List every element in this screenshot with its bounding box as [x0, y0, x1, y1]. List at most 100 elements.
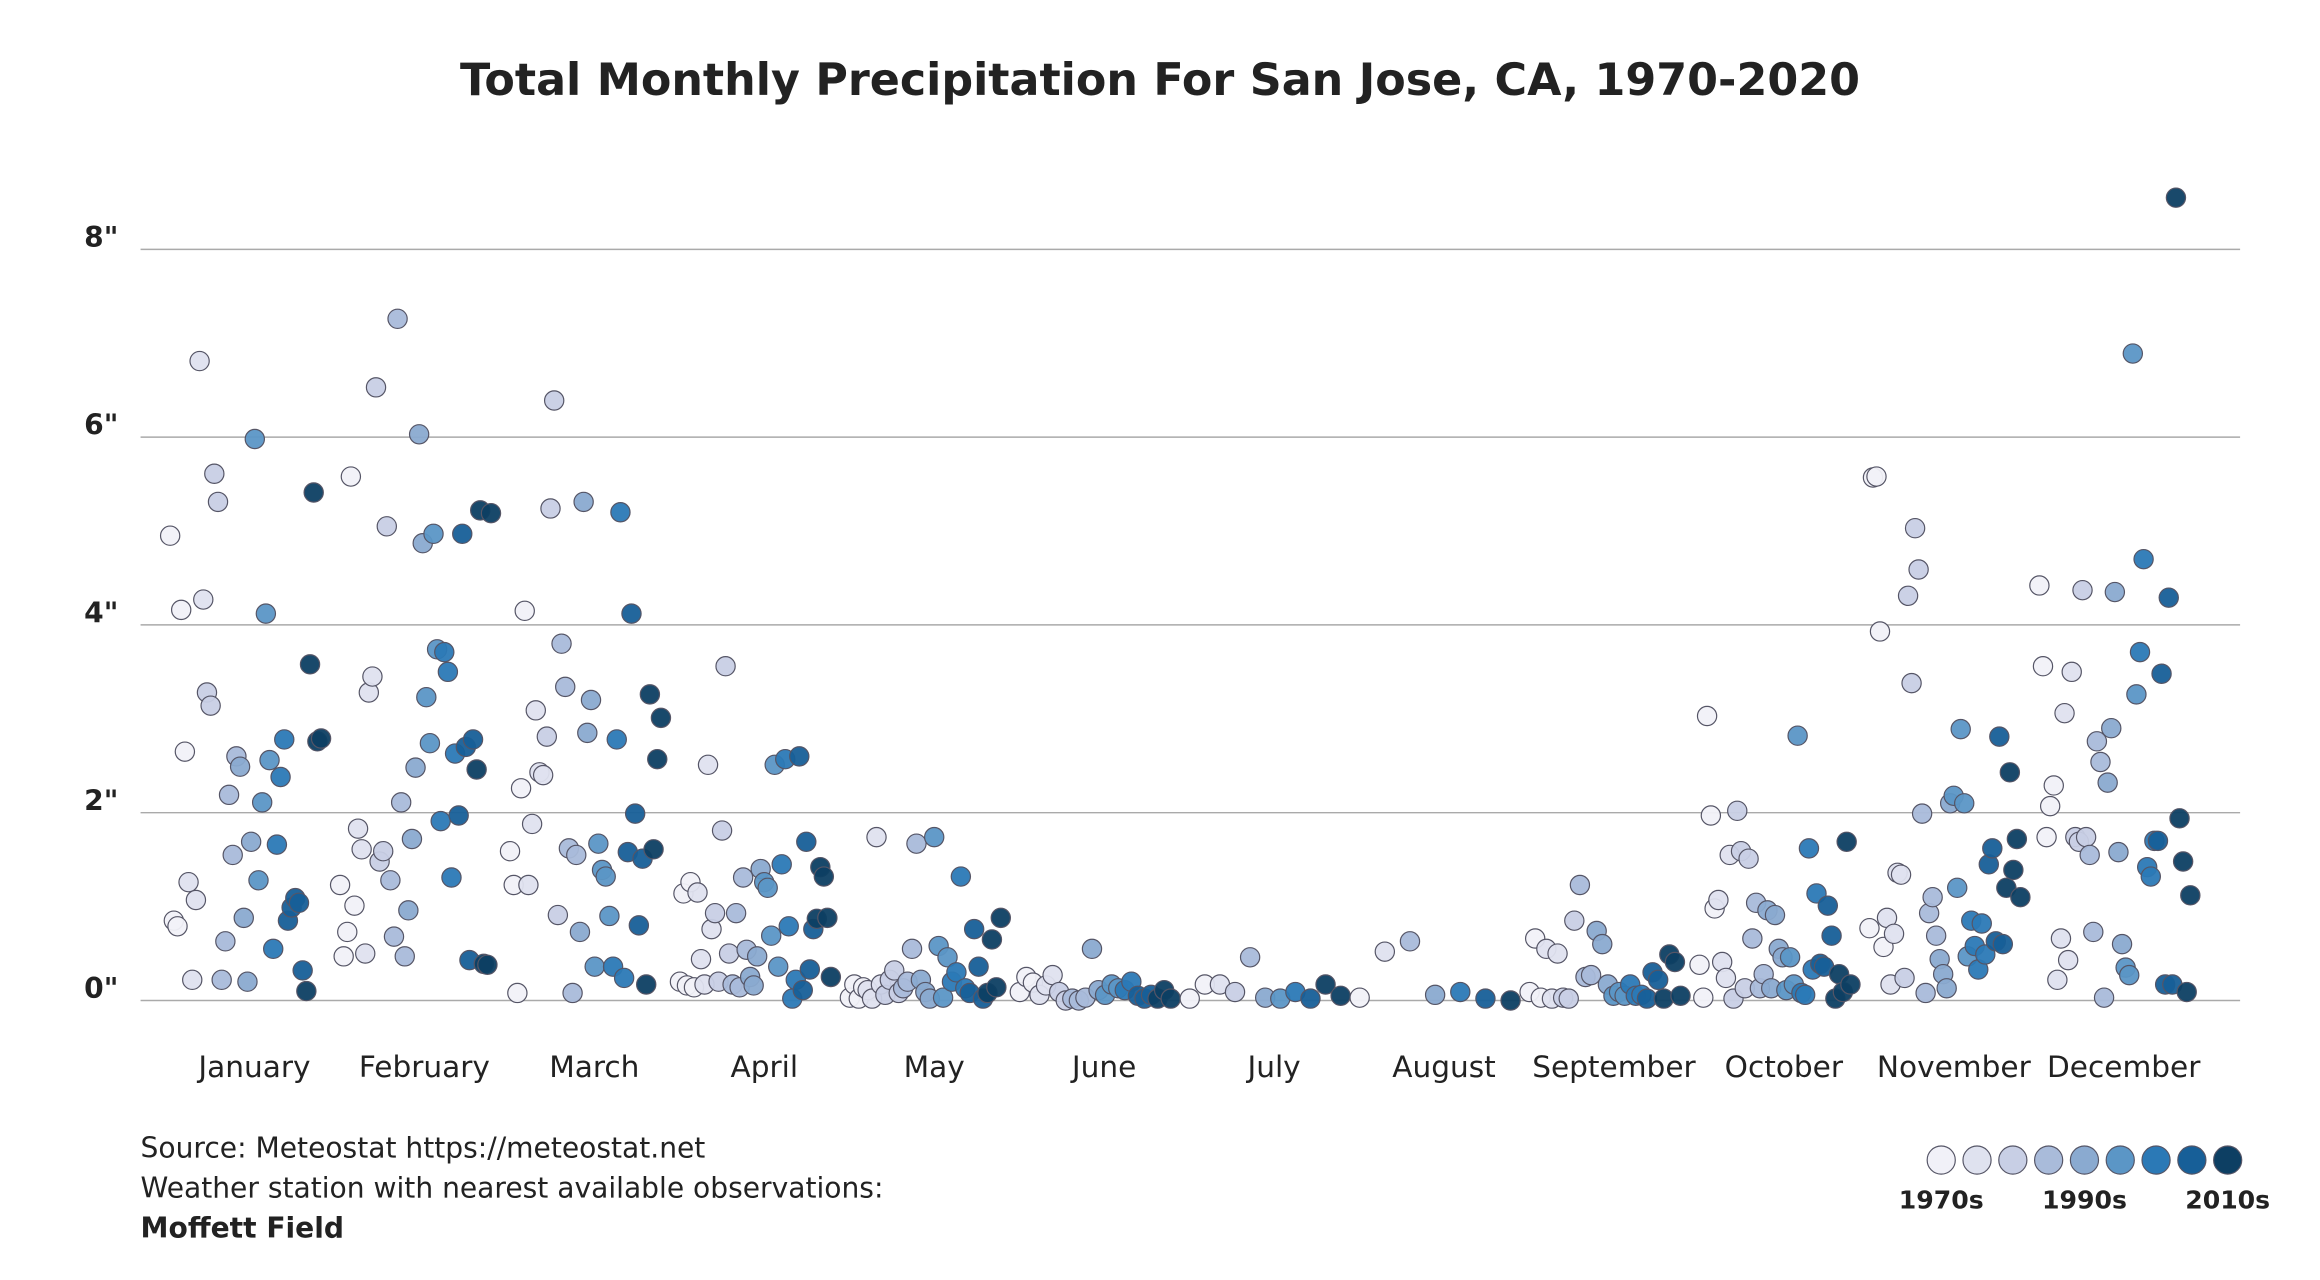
data-point [963, 918, 985, 940]
data-point [1349, 987, 1370, 1008]
data-point [207, 491, 229, 513]
data-point [1946, 877, 1968, 899]
data-point [778, 916, 799, 937]
data-point [1693, 987, 1714, 1008]
data-point [562, 982, 583, 1004]
data-point [704, 902, 726, 924]
data-point [697, 754, 719, 776]
data-point [430, 810, 451, 832]
x-tick-label: July [1245, 1050, 1300, 1084]
data-point [1817, 895, 1839, 916]
data-point [193, 589, 214, 610]
data-point [2029, 575, 2050, 596]
data-point [1989, 726, 2010, 747]
data-point [2133, 548, 2154, 570]
data-point [218, 784, 240, 806]
data-point [1700, 805, 1722, 826]
data-point [2111, 933, 2133, 955]
data-point [2050, 928, 2072, 949]
data-point [477, 954, 498, 976]
data-point [437, 661, 459, 683]
data-point [532, 764, 554, 786]
legend-swatch [1962, 1145, 1992, 1175]
data-point [2108, 841, 2129, 863]
data-point [2036, 826, 2057, 848]
x-tick-label: September [1532, 1050, 1696, 1084]
y-tick-label: 6" [84, 409, 118, 442]
data-point [2158, 587, 2179, 608]
note: Source: Meteostat https://meteostat.net [141, 1132, 706, 1165]
data-point [796, 831, 817, 853]
y-tick-label: 8" [84, 221, 118, 254]
data-point [2043, 775, 2064, 796]
data-point [229, 756, 251, 777]
data-point [419, 733, 441, 754]
data-point [792, 979, 813, 1001]
data-point [621, 603, 642, 624]
x-tick-label: February [359, 1050, 490, 1084]
data-point [1399, 931, 1421, 952]
data-point [950, 866, 972, 887]
data-point [416, 686, 437, 708]
data-point [240, 831, 262, 853]
data-point [1592, 933, 1613, 955]
data-point [2172, 851, 2194, 872]
data-point [636, 974, 657, 995]
data-point [2086, 731, 2108, 752]
data-point [577, 722, 598, 744]
data-point [932, 987, 954, 1008]
data-point [351, 839, 372, 860]
data-point [521, 813, 543, 835]
data-point [1836, 831, 1857, 853]
data-point [580, 689, 602, 711]
data-point [547, 904, 569, 926]
x-tick-label: October [1725, 1050, 1844, 1084]
data-point [408, 424, 430, 445]
data-point [536, 726, 558, 747]
data-point [813, 866, 835, 887]
data-point [405, 757, 426, 778]
data-point [274, 729, 295, 750]
data-point [390, 792, 412, 813]
data-point [383, 926, 405, 947]
data-point [901, 938, 923, 960]
data-point [1450, 981, 1471, 1003]
data-point [1475, 988, 1496, 1009]
data-point [2003, 859, 2024, 881]
legend-swatch [2213, 1145, 2243, 1175]
data-point [1901, 672, 1922, 694]
data-point [1866, 466, 1887, 487]
data-point [1742, 928, 1763, 949]
x-tick-label: January [196, 1050, 310, 1084]
legend-swatch [2033, 1145, 2064, 1175]
data-point [185, 889, 207, 911]
data-point [555, 676, 576, 698]
data-point [1779, 947, 1801, 968]
data-point [543, 390, 565, 411]
data-point [510, 778, 532, 799]
data-point [189, 350, 210, 372]
x-tick-label: April [730, 1050, 798, 1084]
data-point [715, 656, 736, 677]
data-point [1950, 718, 1971, 740]
data-point [1908, 559, 1929, 580]
data-point [2122, 343, 2144, 364]
data-point [789, 746, 810, 767]
data-point [1996, 877, 2017, 899]
data-point [2079, 844, 2100, 866]
data-point [159, 525, 181, 546]
data-point [1500, 990, 1521, 1011]
data-point [820, 966, 842, 988]
data-point [2057, 949, 2079, 971]
data-point [1670, 985, 1691, 1006]
data-point [1564, 910, 1585, 931]
data-point [1894, 967, 1915, 989]
data-point [1859, 917, 1880, 939]
data-point [452, 523, 473, 545]
data-point [2129, 641, 2151, 663]
legend-swatch [1926, 1145, 1956, 1175]
data-point [1787, 725, 1808, 746]
data-point [222, 844, 243, 866]
data-point [1664, 951, 1686, 973]
x-tick-label: March [549, 1050, 639, 1084]
